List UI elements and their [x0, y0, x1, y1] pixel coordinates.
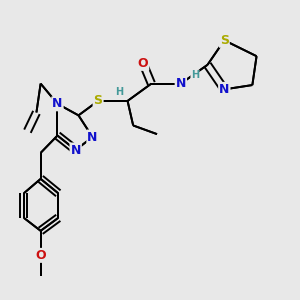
Text: N: N: [176, 77, 186, 90]
Text: N: N: [219, 83, 230, 96]
Text: S: S: [220, 34, 229, 47]
Text: N: N: [87, 130, 98, 143]
Text: H: H: [191, 70, 199, 80]
Text: O: O: [35, 249, 46, 262]
Text: S: S: [94, 94, 103, 107]
Text: H: H: [115, 87, 123, 97]
Text: O: O: [138, 57, 148, 70]
Text: N: N: [70, 143, 81, 157]
Text: N: N: [52, 97, 63, 110]
